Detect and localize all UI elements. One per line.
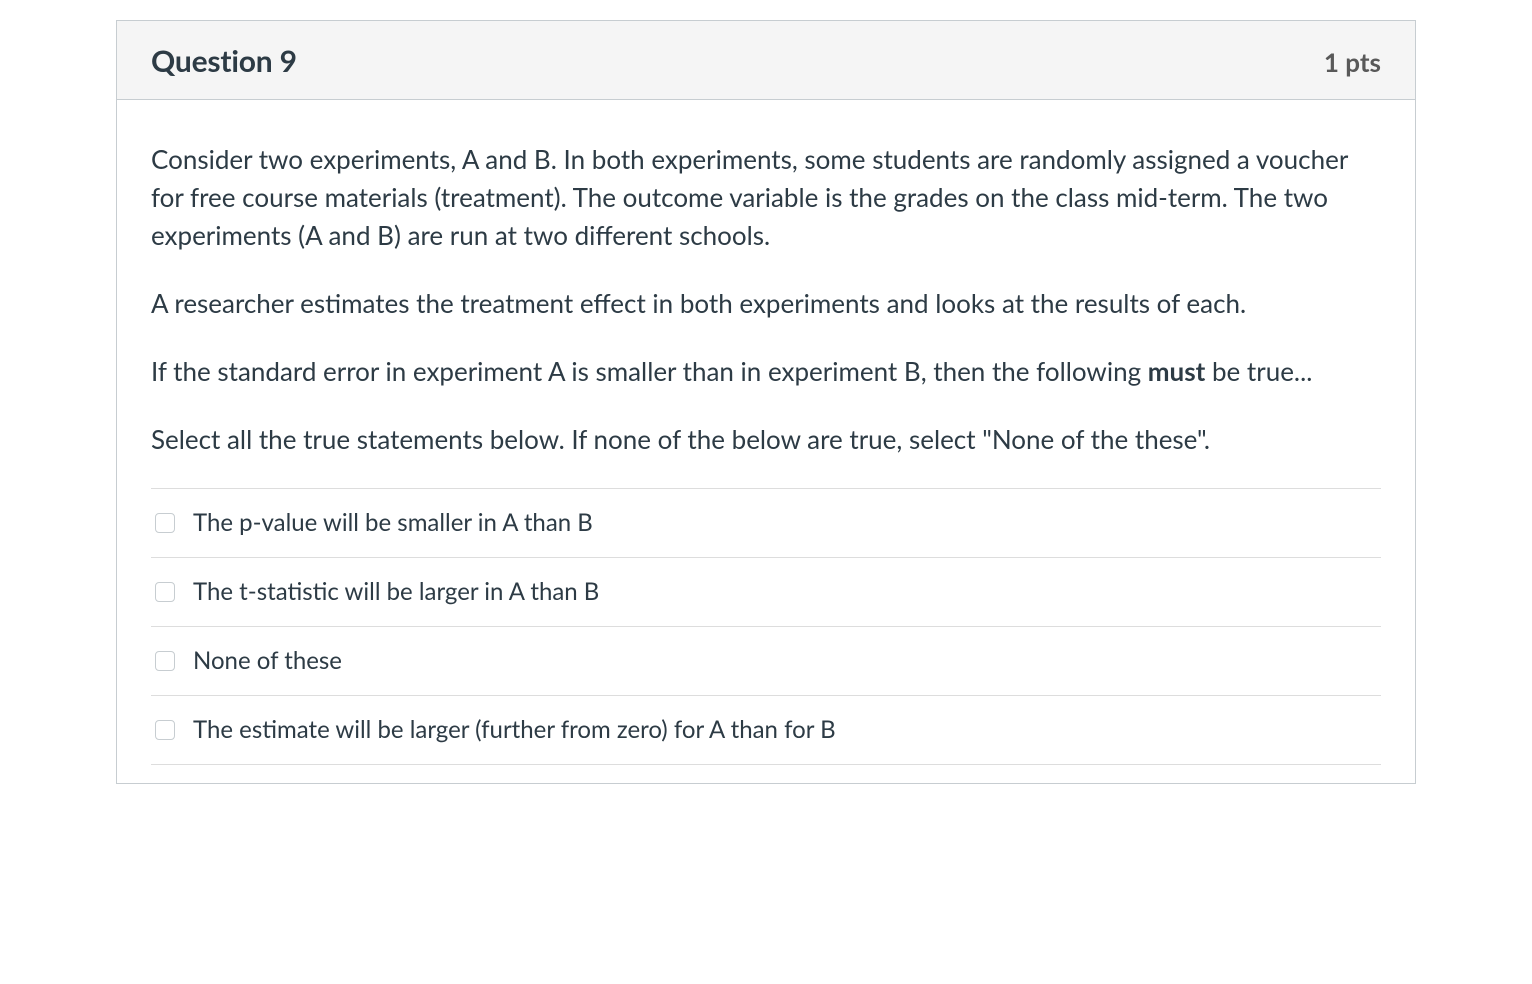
question-body: Consider two experiments, A and B. In bo… (117, 100, 1415, 783)
answer-label[interactable]: The estimate will be larger (further fro… (193, 714, 836, 746)
answer-row: None of these (151, 626, 1381, 695)
answer-row: The estimate will be larger (further fro… (151, 695, 1381, 765)
prompt-paragraph: Select all the true statements below. If… (151, 420, 1381, 458)
answer-checkbox[interactable] (155, 513, 175, 533)
question-prompt: Consider two experiments, A and B. In bo… (151, 140, 1381, 458)
prompt-paragraph: If the standard error in experiment A is… (151, 352, 1381, 390)
answer-checkbox[interactable] (155, 582, 175, 602)
page-root: Question 9 1 pts Consider two experiment… (0, 0, 1532, 804)
question-title: Question 9 (151, 43, 297, 79)
answer-row: The t-statistic will be larger in A than… (151, 557, 1381, 626)
answer-checkbox[interactable] (155, 651, 175, 671)
question-card: Question 9 1 pts Consider two experiment… (116, 20, 1416, 784)
question-header: Question 9 1 pts (117, 21, 1415, 100)
answer-label[interactable]: The t-statistic will be larger in A than… (193, 576, 599, 608)
prompt-paragraph: Consider two experiments, A and B. In bo… (151, 140, 1381, 254)
answer-checkbox[interactable] (155, 720, 175, 740)
prompt-paragraph: A researcher estimates the treatment eff… (151, 284, 1381, 322)
answer-label[interactable]: The p-value will be smaller in A than B (193, 507, 593, 539)
answer-label[interactable]: None of these (193, 645, 342, 677)
question-points: 1 pts (1324, 46, 1381, 78)
answer-list: The p-value will be smaller in A than B … (151, 488, 1381, 765)
answer-row: The p-value will be smaller in A than B (151, 488, 1381, 557)
